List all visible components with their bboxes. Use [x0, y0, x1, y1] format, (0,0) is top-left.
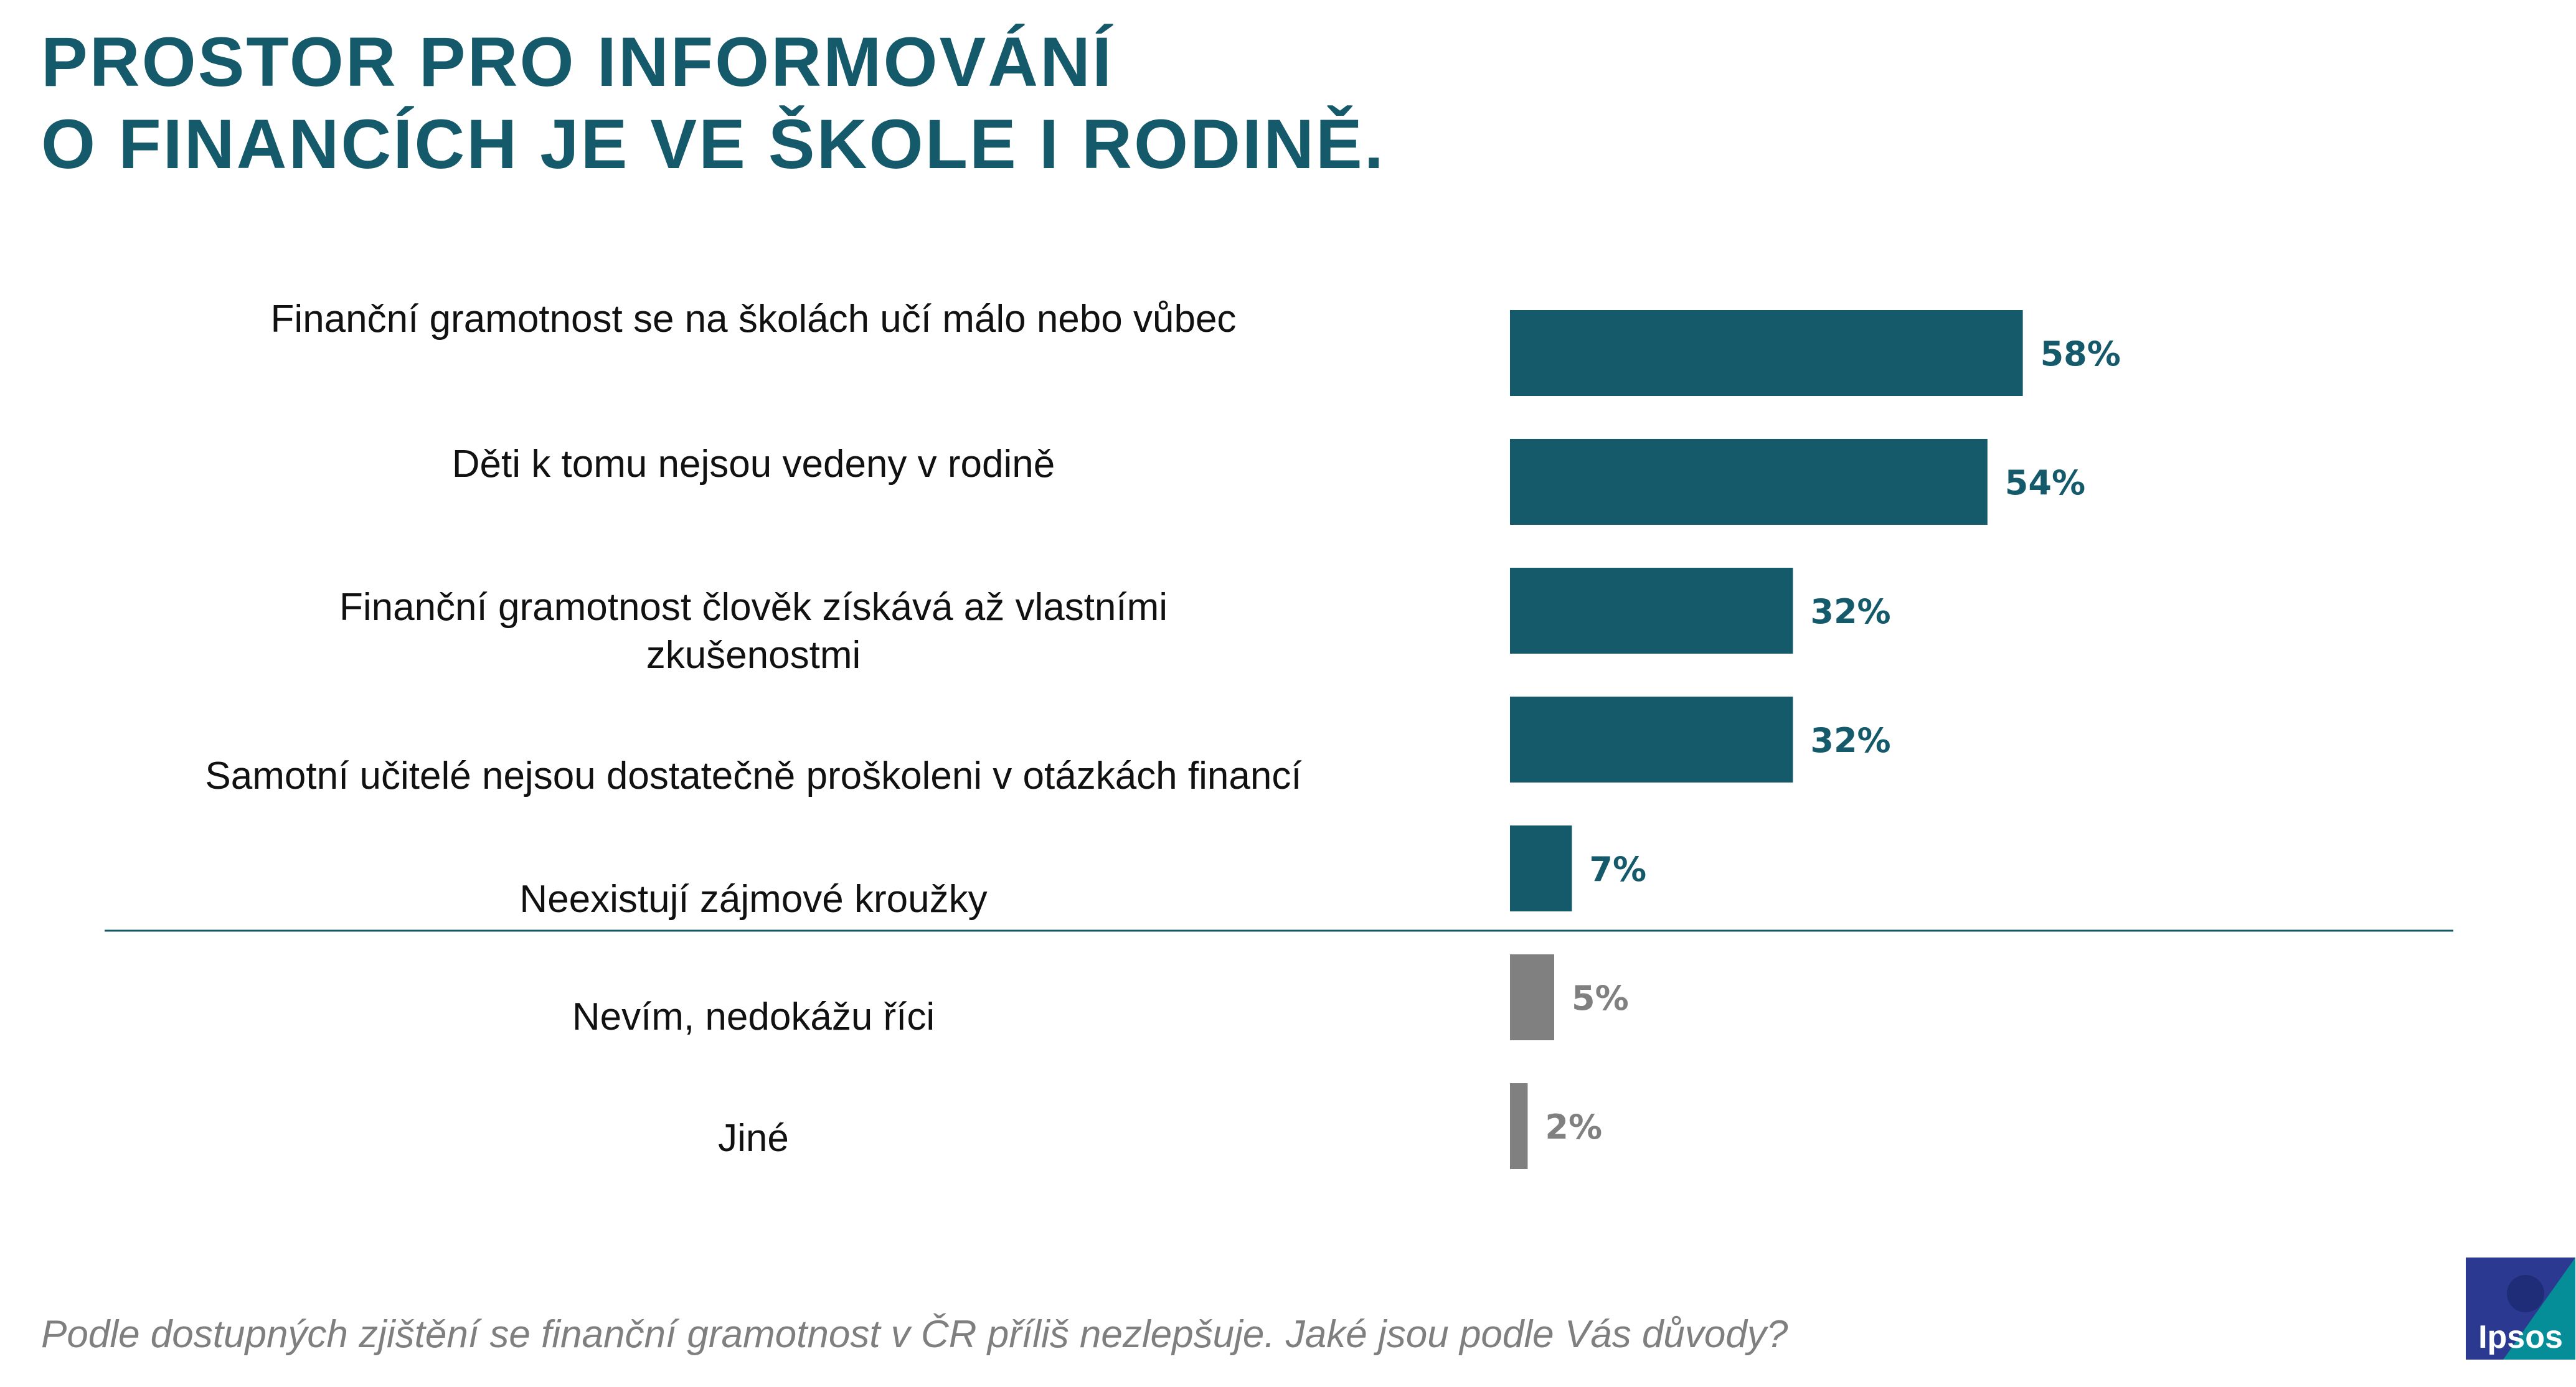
- category-label-2-line-1: Děti k tomu nejsou vedeny v rodině: [451, 443, 1055, 486]
- value-label-7: 2%: [1545, 1107, 1602, 1147]
- category-label-3-line-2: zkušenostmi: [646, 634, 861, 677]
- page-title: PROSTOR PRO INFORMOVÁNÍ O FINANCÍCH JE V…: [41, 21, 1385, 186]
- bar-6: [1510, 954, 1554, 1040]
- value-label-6: 5%: [1572, 979, 1629, 1018]
- ipsos-logo: Ipsos: [2466, 1258, 2575, 1360]
- logo-text: Ipsos: [2478, 1319, 2563, 1355]
- category-label-4-line-1: Samotní učitelé nejsou dostatečně proško…: [205, 755, 1302, 797]
- value-label-5: 7%: [1589, 850, 1646, 889]
- category-label-3: Finanční gramotnost člověk získává až vl…: [100, 583, 1407, 679]
- category-label-2: Děti k tomu nejsou vedeny v rodině: [100, 440, 1407, 488]
- category-label-5-line-1: Neexistují zájmové kroužky: [519, 878, 988, 921]
- bar-3: [1510, 568, 1793, 654]
- survey-question-footnote: Podle dostupných zjištění se finanční gr…: [41, 1313, 1788, 1356]
- category-label-1-line-1: Finanční gramotnost se na školách učí má…: [270, 298, 1237, 341]
- value-label-3: 32%: [1810, 592, 1890, 631]
- bar-4: [1510, 697, 1793, 783]
- category-label-1: Finanční gramotnost se na školách učí má…: [100, 295, 1407, 343]
- bar-2: [1510, 439, 1988, 525]
- title-line-1: PROSTOR PRO INFORMOVÁNÍ: [41, 23, 1114, 101]
- category-label-5: Neexistují zájmové kroužky: [100, 875, 1407, 923]
- bar-5: [1510, 825, 1572, 911]
- value-label-4: 32%: [1810, 721, 1890, 760]
- bar-1: [1510, 310, 2023, 396]
- category-label-4: Samotní učitelé nejsou dostatečně proško…: [100, 752, 1407, 800]
- value-label-1: 58%: [2041, 334, 2121, 374]
- category-label-7: Jiné: [100, 1114, 1407, 1162]
- category-label-6-line-1: Nevím, nedokážu říci: [572, 995, 935, 1038]
- category-label-6: Nevím, nedokážu říci: [100, 993, 1407, 1041]
- bar-7: [1510, 1083, 1528, 1169]
- category-label-7-line-1: Jiné: [718, 1117, 789, 1160]
- value-label-2: 54%: [2005, 463, 2085, 502]
- category-label-3-line-1: Finanční gramotnost člověk získává až vl…: [339, 586, 1168, 629]
- bar-chart: 58% 54% 32% 32% 7% 5% 2%: [105, 310, 2453, 1169]
- title-line-2: O FINANCÍCH JE VE ŠKOLE I RODINĚ.: [41, 105, 1385, 183]
